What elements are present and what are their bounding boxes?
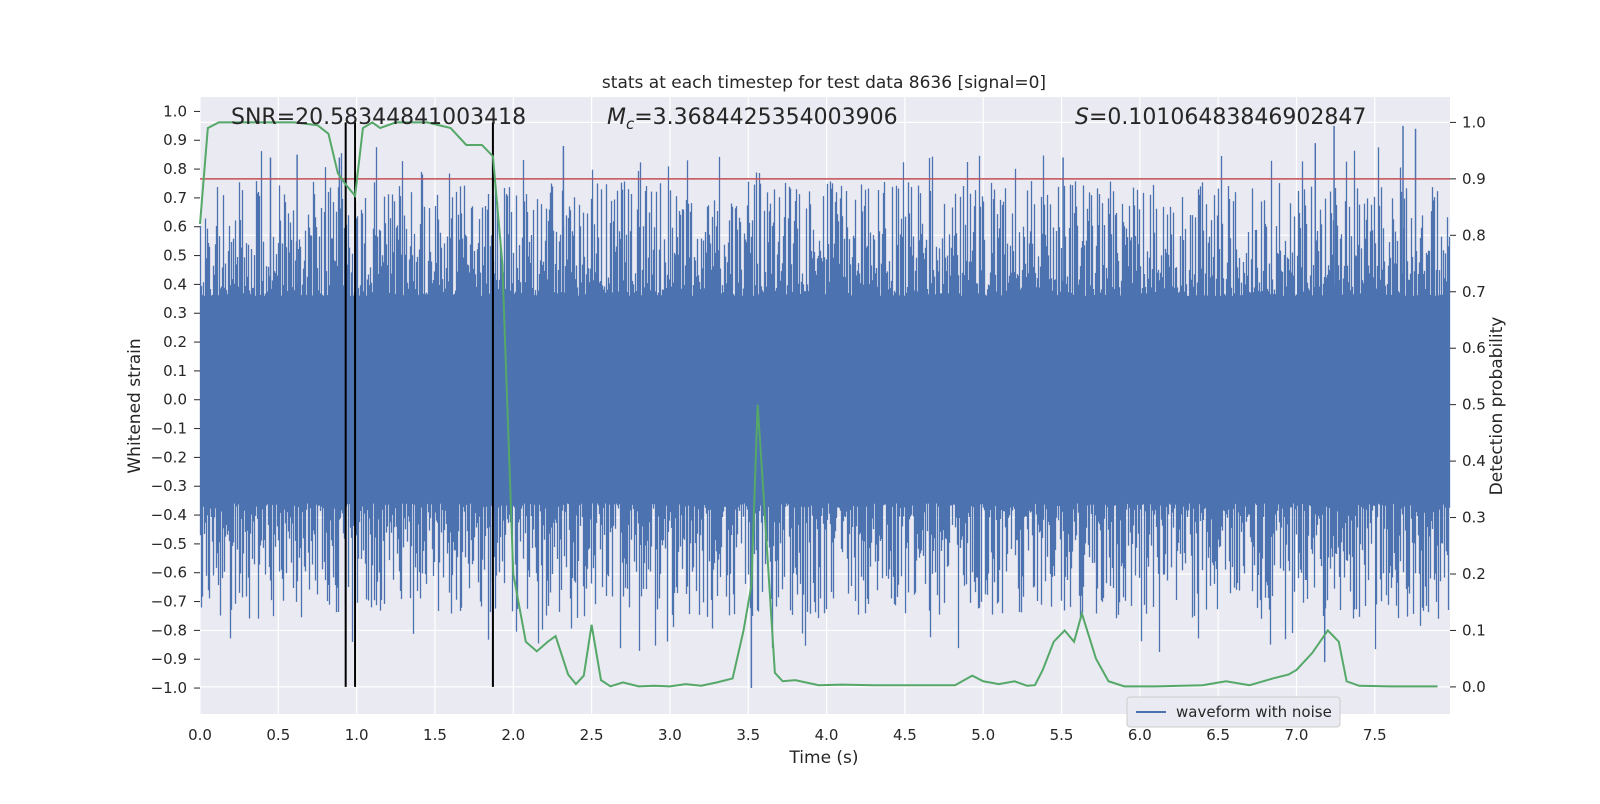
- legend: waveform with noise: [1126, 696, 1341, 728]
- y-right-tick-label: 0.6: [1462, 339, 1486, 357]
- y-left-tick-label: −0.6: [151, 564, 187, 582]
- detection-probability-line: [199, 121, 1438, 688]
- y-right-tick-label: 0.3: [1462, 509, 1486, 527]
- x-tick-label: 1.0: [345, 726, 369, 744]
- y-right-tick-labels: 1.0 0.9 0.8 0.7 0.6 0.5 0.4 0.3 0.2 0.1 0.0: [1450, 113, 1486, 696]
- y-left-tick-label: −0.3: [151, 477, 187, 495]
- y-left-tick-label: −0.2: [151, 448, 187, 466]
- y-left-tick-label: −0.8: [151, 621, 187, 639]
- s-value: =0.10106483846902847: [1089, 105, 1366, 130]
- x-tick-label: 6.0: [1128, 726, 1152, 744]
- y-right-tick-label: 0.0: [1462, 678, 1486, 696]
- chart-title: stats at each timestep for test data 863…: [602, 73, 1046, 93]
- x-tick-label: 7.0: [1285, 726, 1309, 744]
- y-axis-label-left: Whitened strain: [125, 338, 145, 473]
- x-axis-label: Time (s): [788, 748, 858, 768]
- y-left-tick-label: 0.7: [163, 189, 187, 207]
- mc-value: =3.3684425354003906: [634, 105, 897, 130]
- x-tick-label: 4.0: [815, 726, 839, 744]
- snr-annotation: SNR=20.58344841003418: [231, 105, 526, 130]
- x-tick-label: 3.5: [736, 726, 760, 744]
- waveform-core-band: [200, 298, 1450, 501]
- x-tick-labels: 0.0 0.5 1.0 1.5 2.0 2.5 3.0 3.5 4.0 4.5 5.0 5.5 6.0 6…: [188, 726, 1387, 744]
- y-left-tick-label: −0.7: [151, 593, 187, 611]
- y-left-tick-label: 0.4: [163, 275, 187, 293]
- reference-lines: [200, 122, 1450, 687]
- y-left-tick-label: 0.6: [163, 218, 187, 236]
- y-left-tick-label: 0.0: [163, 391, 187, 409]
- s-annotation: S=0.10106483846902847: [1075, 105, 1366, 130]
- y-left-tick-labels: 1.0 0.9 0.8 0.7 0.6 0.5 0.4 0.3 0.2 0.1 0.0 −0.1 −0.…: [151, 102, 200, 697]
- y-left-tick-label: −1.0: [151, 679, 187, 697]
- y-left-tick-label: 0.8: [163, 160, 187, 178]
- x-tick-label: 0.5: [266, 726, 290, 744]
- y-left-tick-label: 0.9: [163, 131, 187, 149]
- x-tick-label: 0.0: [188, 726, 212, 744]
- waveform-series: [199, 125, 1451, 689]
- x-tick-label: 5.5: [1050, 726, 1074, 744]
- x-tick-label: 2.0: [501, 726, 525, 744]
- y-left-tick-label: 0.1: [163, 362, 187, 380]
- y-left-tick-label: 0.5: [163, 247, 187, 265]
- x-tick-label: 6.5: [1206, 726, 1230, 744]
- probability-series: [199, 121, 1438, 688]
- y-left-tick-label: −0.9: [151, 650, 187, 668]
- mc-subscript: c: [626, 115, 635, 133]
- y-left-tick-label: −0.5: [151, 535, 187, 553]
- y-left-tick-label: 1.0: [163, 102, 187, 120]
- x-tick-label: 1.5: [423, 726, 447, 744]
- x-tick-label: 2.5: [580, 726, 604, 744]
- y-left-tick-label: −0.1: [151, 420, 187, 438]
- mc-annotation: Mc=3.3684425354003906: [607, 105, 898, 133]
- y-right-tick-label: 0.1: [1462, 621, 1486, 639]
- mc-symbol: M: [607, 105, 626, 130]
- y-right-tick-label: 1.0: [1462, 113, 1486, 131]
- y-axis-label-right: Detection probability: [1487, 317, 1507, 496]
- y-right-tick-label: 0.8: [1462, 226, 1486, 244]
- x-tick-label: 4.5: [893, 726, 917, 744]
- x-tick-label: 5.0: [971, 726, 995, 744]
- y-right-tick-label: 0.5: [1462, 396, 1486, 414]
- x-tick-label: 7.5: [1363, 726, 1387, 744]
- y-right-tick-label: 0.7: [1462, 283, 1486, 301]
- legend-box: [1126, 696, 1341, 728]
- s-symbol: S: [1075, 105, 1089, 130]
- y-right-tick-label: 0.9: [1462, 170, 1486, 188]
- y-left-tick-label: 0.2: [163, 333, 187, 351]
- y-right-tick-label: 0.4: [1462, 452, 1486, 470]
- y-left-tick-label: 0.3: [163, 304, 187, 322]
- legend-label: waveform with noise: [1176, 703, 1332, 721]
- x-tick-label: 3.0: [658, 726, 682, 744]
- y-right-tick-label: 0.2: [1462, 565, 1486, 583]
- y-left-tick-label: −0.4: [151, 506, 187, 524]
